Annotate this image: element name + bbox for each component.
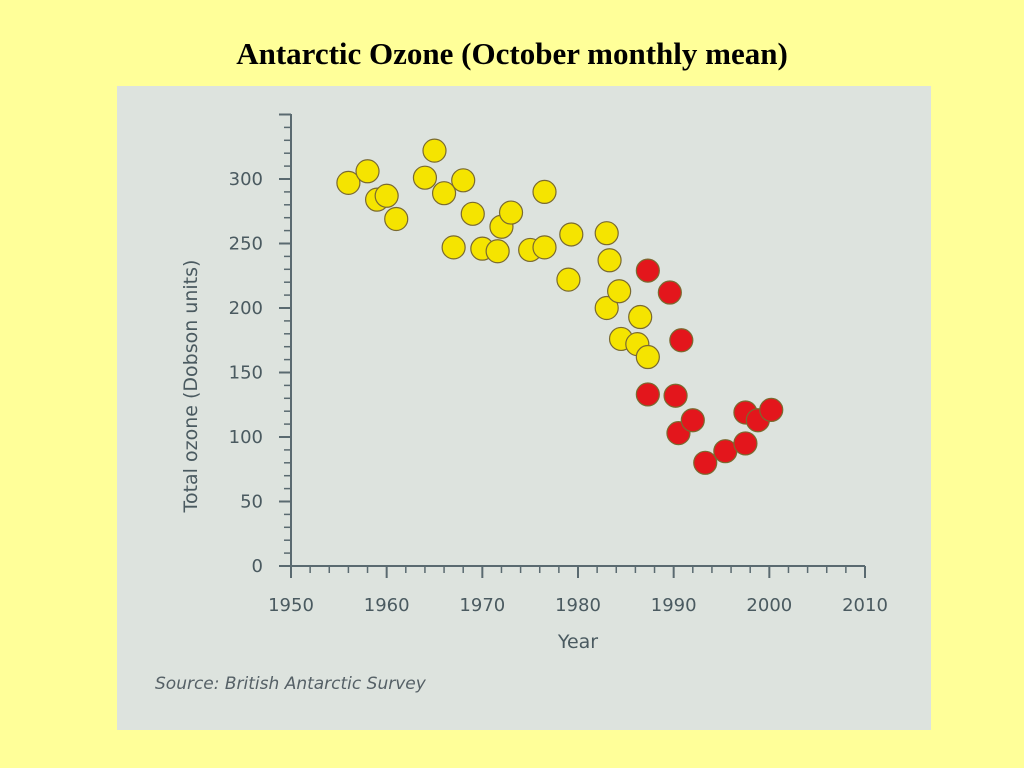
data-point-early [559, 222, 584, 247]
data-points [336, 138, 784, 475]
data-point-early [532, 235, 557, 260]
data-point-early [460, 201, 485, 226]
data-point-late [663, 383, 688, 408]
data-point-early [532, 179, 557, 205]
data-point-late [759, 397, 784, 423]
y-tick-label: 150 [229, 363, 263, 384]
y-tick-label: 50 [240, 492, 263, 513]
y-tick-label: 250 [229, 234, 263, 255]
data-point-late [657, 280, 682, 305]
x-tick-label: 1960 [364, 595, 410, 616]
x-tick-label: 1990 [651, 595, 697, 616]
chart-panel: 0 50 100 150 200 250 300 1950 1960 1970 1980 1990 20… [117, 86, 931, 730]
data-point-early [628, 304, 653, 330]
x-axis-title: Year [557, 631, 598, 653]
data-point-early [451, 168, 476, 193]
x-tick-label: 1980 [555, 595, 601, 616]
data-point-early [556, 267, 581, 292]
data-point-early [607, 279, 632, 304]
axes: 0 50 100 150 200 250 300 1950 1960 1970 1980 1990 20… [229, 113, 888, 616]
data-point-late [733, 431, 758, 456]
data-point-early [422, 138, 447, 163]
x-tick-label: 2000 [746, 595, 792, 616]
data-point-early [597, 248, 622, 273]
y-axis-title: Total ozone (Dobson units) [180, 260, 202, 514]
y-tick-label: 0 [252, 556, 263, 577]
data-point-late [635, 382, 660, 407]
data-point-early [336, 170, 361, 195]
y-tick-label: 200 [229, 298, 263, 319]
data-point-late [635, 258, 660, 283]
data-point-early [374, 183, 399, 208]
x-tick-label: 1970 [459, 595, 505, 616]
data-point-late [680, 408, 705, 433]
data-point-early [485, 239, 510, 264]
data-point-late [669, 328, 694, 353]
y-tick-label: 100 [229, 427, 263, 448]
data-point-early [384, 206, 409, 232]
data-point-early [355, 159, 380, 184]
y-tick-label: 300 [229, 169, 263, 190]
data-point-early [498, 200, 524, 225]
slide-title: Antarctic Ozone (October monthly mean) [236, 36, 788, 71]
scatter-chart: 0 50 100 150 200 250 300 1950 1960 1970 1980 1990 20… [180, 113, 888, 653]
data-point-early [441, 235, 466, 260]
x-tick-label: 2010 [842, 595, 888, 616]
data-point-early [431, 181, 457, 206]
data-point-early [412, 165, 438, 190]
data-point-early [594, 221, 619, 246]
source-note: Source: British Antarctic Survey [155, 674, 426, 694]
data-point-late [693, 450, 718, 475]
data-point-early [635, 344, 660, 370]
x-tick-label: 1950 [268, 595, 314, 616]
data-point-early [594, 295, 619, 321]
